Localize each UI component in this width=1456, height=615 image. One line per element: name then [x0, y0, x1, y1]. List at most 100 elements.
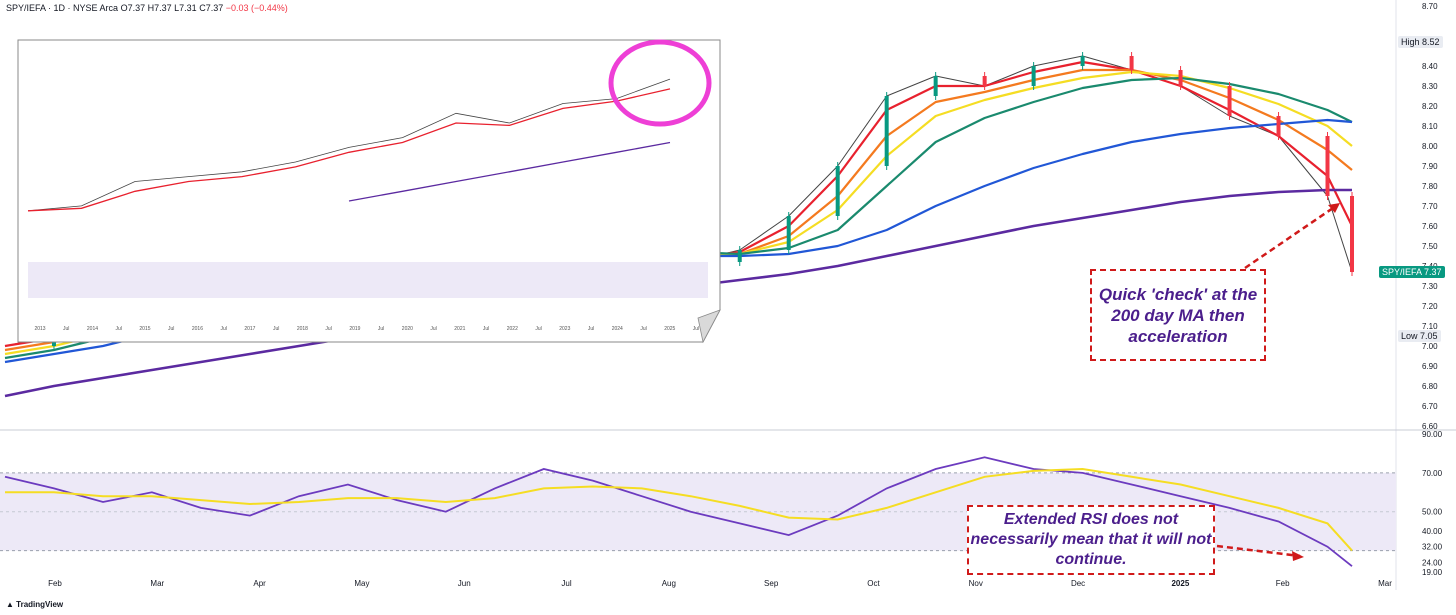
inset-rsi-band: [28, 262, 708, 298]
inset-x-label-3: Jul: [116, 326, 122, 332]
close-value: C7.37: [199, 3, 224, 13]
rsi-series-rsi_ma: [5, 467, 1353, 552]
price-tick-11: 7.50: [1422, 242, 1438, 251]
inset-x-label-4: 2015: [139, 326, 150, 332]
last-price-tag: SPY/IEFA 7.37: [1379, 266, 1445, 278]
inset-x-label-6: 2016: [192, 326, 203, 332]
x-label-10: Dec: [1071, 579, 1085, 588]
rsi-callout: Extended RSI does not necessarily mean t…: [967, 505, 1215, 575]
price-tick-13: 7.30: [1422, 282, 1438, 291]
candle-21: [1031, 66, 1036, 86]
price-tick-7: 7.90: [1422, 162, 1438, 171]
price-tick-0: 8.70: [1422, 2, 1438, 11]
rsi-tick-1: 70.00: [1422, 469, 1443, 478]
low-tag: Low 7.05: [1398, 330, 1441, 342]
ma-check-arrow: [1244, 204, 1337, 270]
candle-20: [982, 76, 987, 86]
inset-x-label-25: Jul: [693, 326, 699, 332]
x-label-12: Feb: [1276, 579, 1290, 588]
candle-26: [1276, 116, 1281, 136]
price-tick-4: 8.20: [1422, 102, 1438, 111]
x-label-8: Oct: [867, 579, 880, 588]
low-value: L7.31: [174, 3, 197, 13]
price-tick-8: 7.80: [1422, 182, 1438, 191]
inset-x-label-17: Jul: [483, 326, 489, 332]
tradingview-icon: ▲: [6, 600, 14, 609]
inset-x-label-15: Jul: [430, 326, 436, 332]
price-tick-15: 7.10: [1422, 322, 1438, 331]
x-label-3: May: [354, 579, 369, 588]
inset-page-curl: [697, 309, 721, 344]
rsi-tick-6: 19.00: [1422, 568, 1443, 577]
candle-15: [737, 250, 742, 262]
inset-x-label-2: 2014: [87, 326, 98, 332]
price-tick-10: 7.60: [1422, 222, 1438, 231]
price-tick-5: 8.10: [1422, 122, 1438, 131]
inset-x-label-18: 2022: [507, 326, 518, 332]
candle-25: [1227, 86, 1232, 116]
rsi-tick-3: 40.00: [1422, 527, 1443, 536]
inset-x-label-23: Jul: [640, 326, 646, 332]
rsi-arrowhead: [1292, 551, 1304, 561]
inset-x-label-7: Jul: [220, 326, 226, 332]
price-tick-9: 7.70: [1422, 202, 1438, 211]
high-tag: High 8.52: [1398, 36, 1443, 48]
inset-x-label-16: 2021: [454, 326, 465, 332]
inset-x-label-24: 2025: [664, 326, 675, 332]
x-label-5: Jul: [561, 579, 571, 588]
price-tick-2: 8.40: [1422, 62, 1438, 71]
candle-18: [884, 96, 889, 166]
inset-x-label-21: Jul: [588, 326, 594, 332]
candle-16: [786, 216, 791, 250]
x-label-7: Sep: [764, 579, 779, 588]
price-tick-16: 7.00: [1422, 342, 1438, 351]
high-value: H7.37: [147, 3, 172, 13]
price-tick-20: 6.60: [1422, 422, 1438, 431]
change-value: −0.03 (−0.44%): [225, 3, 288, 13]
inset-series-price: [27, 78, 671, 212]
price-tick-18: 6.80: [1422, 382, 1438, 391]
inset-series-ma_200: [348, 141, 671, 202]
inset-x-label-11: Jul: [325, 326, 331, 332]
price-tick-3: 8.30: [1422, 82, 1438, 91]
inset-x-label-19: Jul: [535, 326, 541, 332]
x-label-1: Mar: [150, 579, 164, 588]
candle-24: [1178, 70, 1183, 86]
tradingview-logo[interactable]: ▲ TradingView: [6, 600, 64, 609]
candle-27: [1325, 136, 1330, 196]
highlight-circle: [608, 39, 712, 127]
rsi-tick-2: 50.00: [1422, 508, 1443, 517]
price-tick-17: 6.90: [1422, 362, 1438, 371]
rsi-tick-5: 24.00: [1422, 558, 1443, 567]
x-label-2: Apr: [253, 579, 266, 588]
inset-x-label-5: Jul: [168, 326, 174, 332]
candle-19: [933, 76, 938, 96]
open-value: O7.37: [120, 3, 146, 13]
x-label-13: Mar: [1378, 579, 1392, 588]
ma-check-arrowhead: [1328, 203, 1340, 213]
inset-x-label-1: Jul: [63, 326, 69, 332]
inset-x-label-0: 2013: [34, 326, 45, 332]
price-tick-19: 6.70: [1422, 402, 1438, 411]
chart-header: SPY/IEFA · 1D · NYSE Arca O7.37 H7.37 L7…: [6, 3, 288, 13]
inset-chart: 2013 Jul 2014 Jul 2015 Jul 2016 Jul 2017 Jul 2018 J…: [17, 39, 721, 344]
ma-check-callout: Quick 'check' at the 200 day MA then acc…: [1090, 269, 1266, 361]
rsi-arrow: [1216, 544, 1301, 558]
inset-x-label-14: 2020: [402, 326, 413, 332]
inset-x-label-9: Jul: [273, 326, 279, 332]
x-label-11: 2025: [1171, 579, 1189, 588]
x-label-9: Nov: [969, 579, 983, 588]
inset-x-label-12: 2019: [349, 326, 360, 332]
inset-x-label-20: 2023: [559, 326, 570, 332]
x-label-0: Feb: [48, 579, 62, 588]
price-tick-14: 7.20: [1422, 302, 1438, 311]
rsi-tick-4: 32.00: [1422, 543, 1443, 552]
symbol-label[interactable]: SPY/IEFA · 1D · NYSE Arca: [6, 3, 119, 13]
rsi-tick-0: 90.00: [1422, 430, 1443, 439]
candle-28: [1350, 196, 1354, 272]
inset-x-label-13: Jul: [378, 326, 384, 332]
inset-x-label-10: 2018: [297, 326, 308, 332]
x-label-4: Jun: [458, 579, 471, 588]
x-label-6: Aug: [662, 579, 676, 588]
